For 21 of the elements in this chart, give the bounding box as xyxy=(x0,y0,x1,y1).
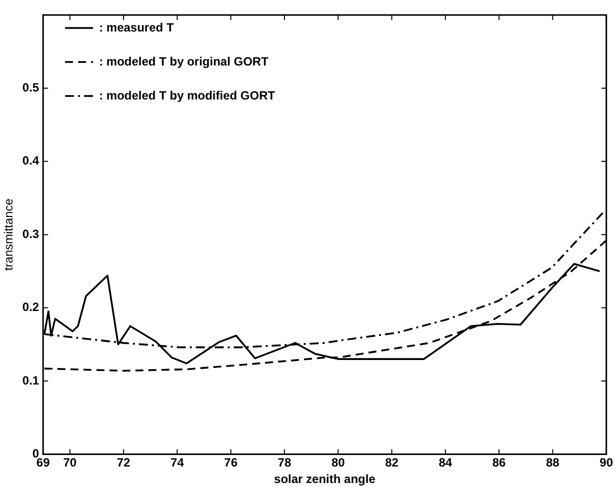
legend-label: : measured T xyxy=(99,20,174,34)
x-tick-label: 82 xyxy=(385,456,399,470)
x-tick-label: 80 xyxy=(331,456,346,470)
x-tick-label: 86 xyxy=(492,456,506,470)
x-tick-label: 76 xyxy=(224,456,238,470)
y-tick-label: 0.5 xyxy=(22,80,40,95)
x-tick-label: 84 xyxy=(438,456,452,470)
legend-label: : modeled T by modified GORT xyxy=(99,88,276,102)
x-tick-label: 70 xyxy=(63,456,77,470)
y-tick-label: 0.2 xyxy=(22,300,40,314)
legend-label: : modeled T by original GORT xyxy=(99,54,270,68)
y-axis-title: transmittance xyxy=(2,198,16,271)
x-tick-label: 90 xyxy=(600,456,614,470)
y-tick-label: 0.1 xyxy=(22,373,40,388)
x-tick-label: 78 xyxy=(278,456,292,470)
y-tick-label: 0.4 xyxy=(22,154,40,168)
x-tick-label: 72 xyxy=(116,456,131,470)
x-tick-label: 88 xyxy=(546,456,560,470)
y-tick-label: 0.3 xyxy=(22,226,40,241)
x-tick-label: 74 xyxy=(170,456,184,470)
x-axis-title: solar zenith angle xyxy=(274,472,376,486)
